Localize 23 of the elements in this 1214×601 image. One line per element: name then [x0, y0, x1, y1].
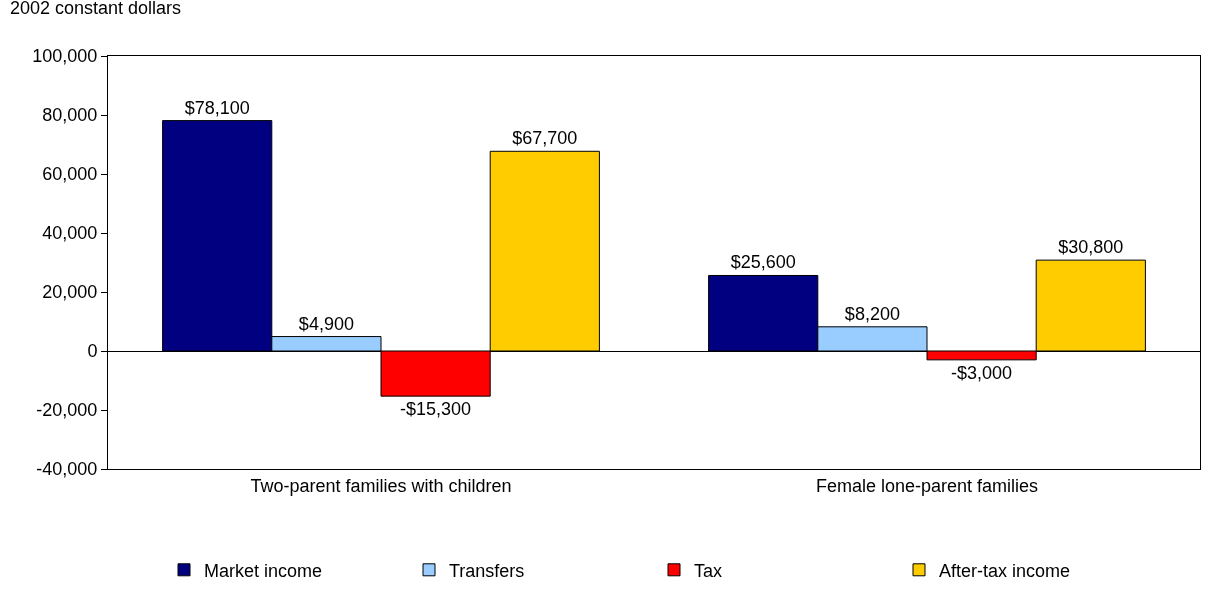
data-label: -$3,000 — [951, 362, 1013, 383]
x-tick-label: Female lone-parent families — [815, 475, 1039, 496]
y-tick-label: -40,000 — [36, 459, 98, 480]
legend-label: Tax — [694, 560, 723, 581]
y-tick-label: 80,000 — [42, 105, 98, 126]
data-label: $30,800 — [1058, 237, 1124, 258]
x-tick-label: Two-parent families with children — [250, 475, 512, 496]
data-label: $78,100 — [184, 97, 250, 118]
data-label: $4,900 — [298, 313, 354, 334]
y-tick-label: 20,000 — [42, 282, 98, 303]
legend-label: Market income — [204, 560, 323, 581]
data-label: $67,700 — [512, 128, 578, 149]
y-tick-label: -20,000 — [36, 400, 98, 421]
y-tick-label: 100,000 — [32, 46, 98, 67]
data-label: $25,600 — [730, 252, 796, 273]
data-label: -$15,300 — [400, 399, 472, 420]
legend-label: After-tax income — [939, 560, 1071, 581]
y-tick-label: 0 — [87, 341, 98, 362]
data-label: $8,200 — [844, 303, 900, 324]
y-axis-title: 2002 constant dollars — [10, 0, 182, 18]
legend-label: Transfers — [449, 560, 525, 581]
y-tick-label: 60,000 — [42, 164, 98, 185]
y-tick-label: 40,000 — [42, 223, 98, 244]
